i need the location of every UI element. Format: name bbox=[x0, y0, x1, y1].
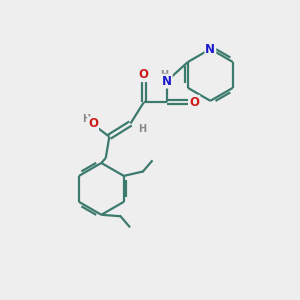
Text: N: N bbox=[162, 75, 172, 88]
Text: H: H bbox=[138, 124, 146, 134]
Text: N: N bbox=[206, 43, 215, 56]
Text: O: O bbox=[138, 68, 148, 81]
Text: O: O bbox=[88, 117, 98, 130]
Text: H: H bbox=[82, 114, 91, 124]
Text: O: O bbox=[189, 96, 200, 109]
Text: H: H bbox=[160, 70, 168, 80]
